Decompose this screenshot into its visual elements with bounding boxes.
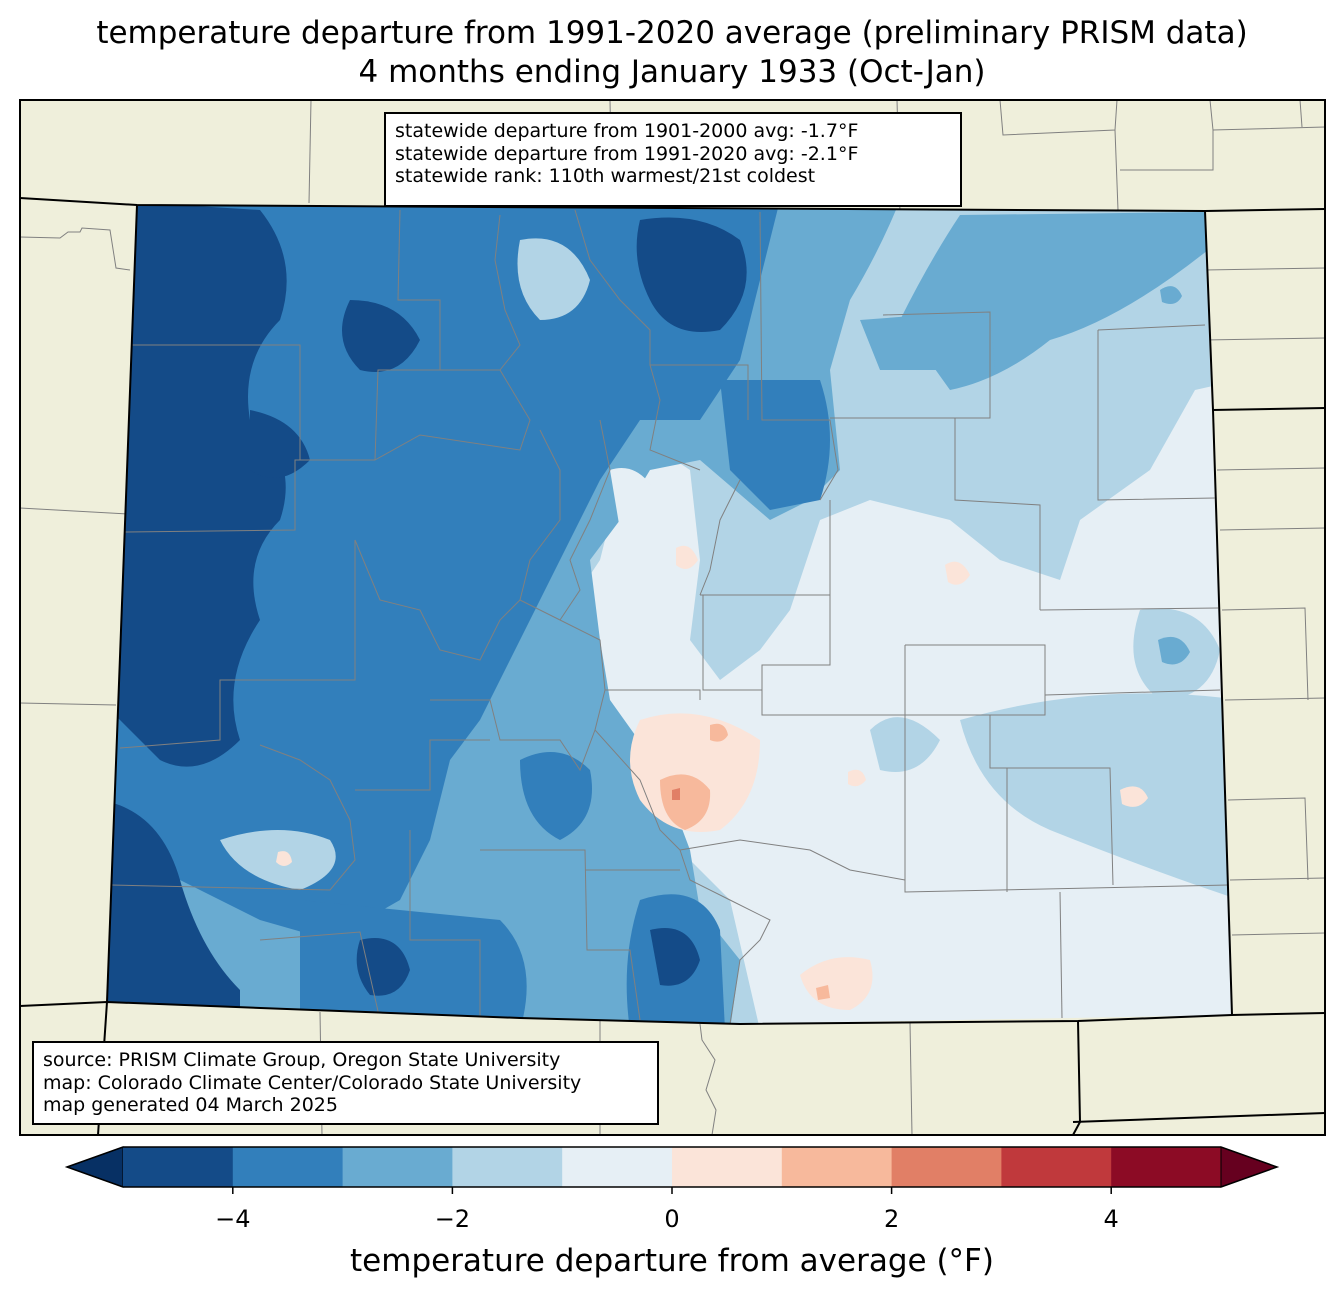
- colorbar-bin: [123, 1147, 234, 1187]
- map-title-line1: temperature departure from 1991-2020 ave…: [96, 15, 1248, 51]
- colorbar-bin: [1111, 1147, 1222, 1187]
- colorbar-tick-label: −4: [215, 1205, 251, 1233]
- stats-line-1991-2020: statewide departure from 1991-2020 avg: …: [395, 142, 859, 165]
- colorbar-bin: [562, 1147, 673, 1187]
- colorbar-bin: [452, 1147, 563, 1187]
- colorbar-bin: [672, 1147, 783, 1187]
- map-frame: [19, 99, 1326, 1136]
- stats-line-rank: statewide rank: 110th warmest/21st colde…: [395, 165, 816, 187]
- colorbar-bin: [891, 1147, 1002, 1187]
- colorbar-label: temperature departure from average (°F): [350, 1243, 994, 1279]
- temperature-departure-field: [107, 205, 1232, 1024]
- county-lines: [109, 209, 1231, 1024]
- colorbar-tick-label: 0: [664, 1205, 680, 1233]
- colorbar-under-arrow: [65, 1146, 124, 1188]
- colorbar-over-arrow: [1220, 1146, 1279, 1188]
- stats-line-1901-2000: statewide departure from 1901-2000 avg: …: [395, 120, 859, 142]
- map-title-line2: 4 months ending January 1933 (Oct-Jan): [358, 54, 986, 90]
- credits-source: source: PRISM Climate Group, Oregon Stat…: [43, 1049, 561, 1071]
- colorbar-tick-label: 2: [883, 1205, 900, 1233]
- colorbar-bin: [342, 1147, 453, 1187]
- colorbar-tick-label: 4: [1103, 1205, 1119, 1233]
- credits-generated: map generated 04 March 2025: [43, 1094, 338, 1116]
- colorbar-bin: [781, 1147, 893, 1187]
- colorbar: [64, 1146, 1280, 1194]
- credits-map: map: Colorado Climate Center/Colorado St…: [43, 1071, 582, 1094]
- colorbar-tick-label: −2: [434, 1205, 471, 1233]
- colorbar-bin: [232, 1147, 344, 1187]
- colorbar-outline: [64, 1146, 1280, 1188]
- colorbar-bin: [1001, 1147, 1112, 1187]
- credits-box: source: PRISM Climate Group, Oregon Stat…: [32, 1041, 659, 1125]
- statewide-stats-box: statewide departure from 1901-2000 avg: …: [384, 112, 962, 207]
